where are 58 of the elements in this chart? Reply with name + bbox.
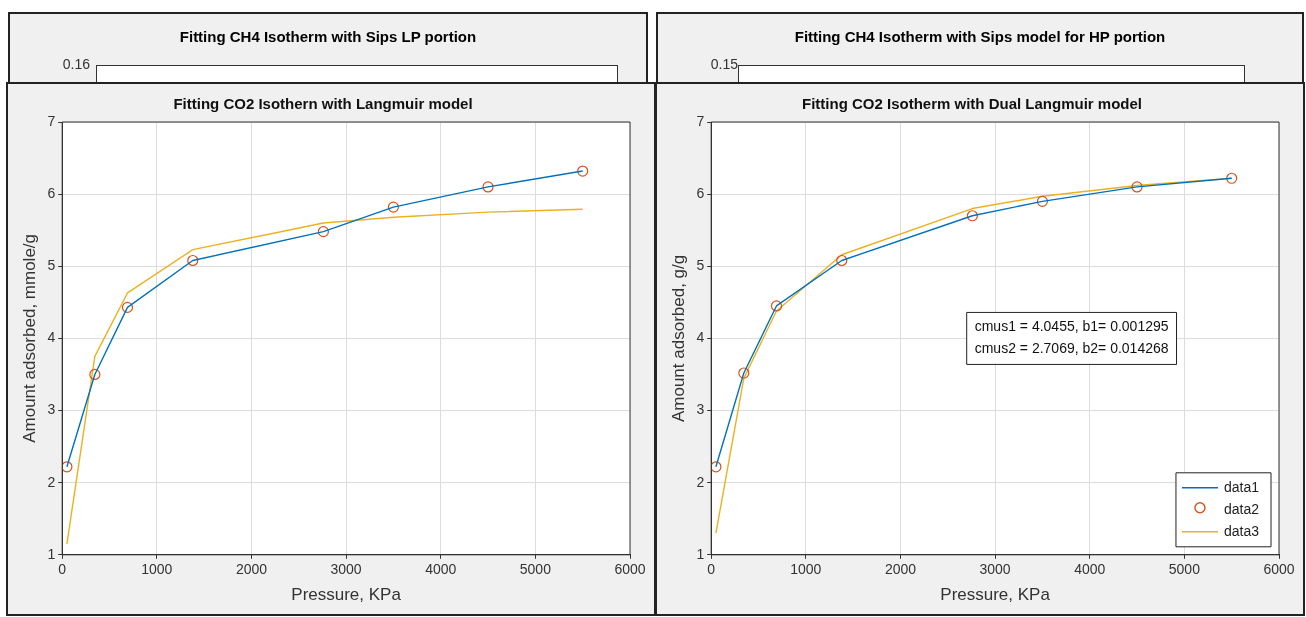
y-tick-label: 4: [696, 329, 705, 346]
point: [121, 301, 134, 313]
point: [738, 367, 750, 379]
x-tick-label: 2000: [884, 561, 917, 578]
x-axis-title: Pressure, KPa: [940, 585, 1051, 605]
point: [770, 300, 783, 312]
point: [711, 461, 722, 473]
x-tick-label: 3000: [330, 561, 362, 578]
point: [577, 165, 589, 177]
y-tick-label: 2: [47, 473, 56, 490]
point: [1036, 195, 1049, 207]
point: [387, 201, 400, 213]
x-tick-label: 6000: [614, 561, 646, 578]
y-tick-label: 1: [696, 545, 705, 562]
point: [836, 254, 848, 267]
chart-title: Fitting CO2 Isotherm with Dual Langmuir model: [801, 95, 1143, 113]
point: [62, 461, 73, 473]
y-axis-title: Amount adsorbed, mmole/g: [19, 233, 39, 443]
x-tick-label: 1000: [790, 561, 822, 578]
point: [1226, 172, 1238, 184]
point: [187, 254, 199, 267]
x-tick-label: 1000: [141, 561, 173, 578]
x-tick-label: 4000: [425, 561, 457, 578]
chart-title: Fitting CO2 Isothern with Langmuir model: [173, 95, 473, 113]
annotation: cmus1 = 4.0455, b1= 0.001295 cmus2 = 2.7069, b2= 0.014268: [974, 318, 1169, 357]
x-tick-label: 6000: [1263, 561, 1295, 578]
y-tick-label: 2: [696, 473, 705, 490]
y-tick-label: 3: [47, 401, 56, 418]
text: Fitting CH4 Isotherm with Sips LP portion: [178, 28, 478, 45]
text: 0.15: [709, 56, 738, 72]
x-tick-label: 0: [58, 561, 67, 578]
y-tick-label: 6: [696, 184, 705, 201]
legend-label: data1: [1223, 478, 1260, 495]
y-tick-label: 6: [47, 184, 56, 201]
legend-label: data3: [1223, 522, 1260, 539]
point: [89, 368, 101, 381]
x-tick-label: 4000: [1074, 561, 1106, 578]
y-tick-label: 5: [696, 257, 705, 274]
y-axis-title: Amount adsorbed, g/g: [668, 254, 688, 423]
point: [1131, 181, 1143, 193]
x-tick-label: 2000: [235, 561, 268, 578]
x-tick-label: 5000: [1168, 561, 1201, 578]
y-tick-label: 4: [47, 329, 56, 346]
point: [966, 210, 978, 222]
legend-label: data2: [1223, 500, 1260, 517]
point: [317, 226, 329, 238]
x-axis-title: Pressure, KPa: [291, 585, 402, 605]
text: 0.16: [61, 56, 90, 72]
text: Fitting CH4 Isotherm with Sips model for HP portion: [793, 28, 1167, 45]
x-tick-label: 5000: [519, 561, 552, 578]
y-tick-label: 7: [47, 112, 56, 129]
y-tick-label: 3: [696, 401, 705, 418]
point: [482, 181, 494, 193]
y-tick-label: 7: [696, 112, 705, 129]
x-tick-label: 3000: [979, 561, 1011, 578]
y-tick-label: 1: [47, 545, 56, 562]
y-tick-label: 5: [47, 257, 56, 274]
x-tick-label: 0: [707, 561, 716, 578]
